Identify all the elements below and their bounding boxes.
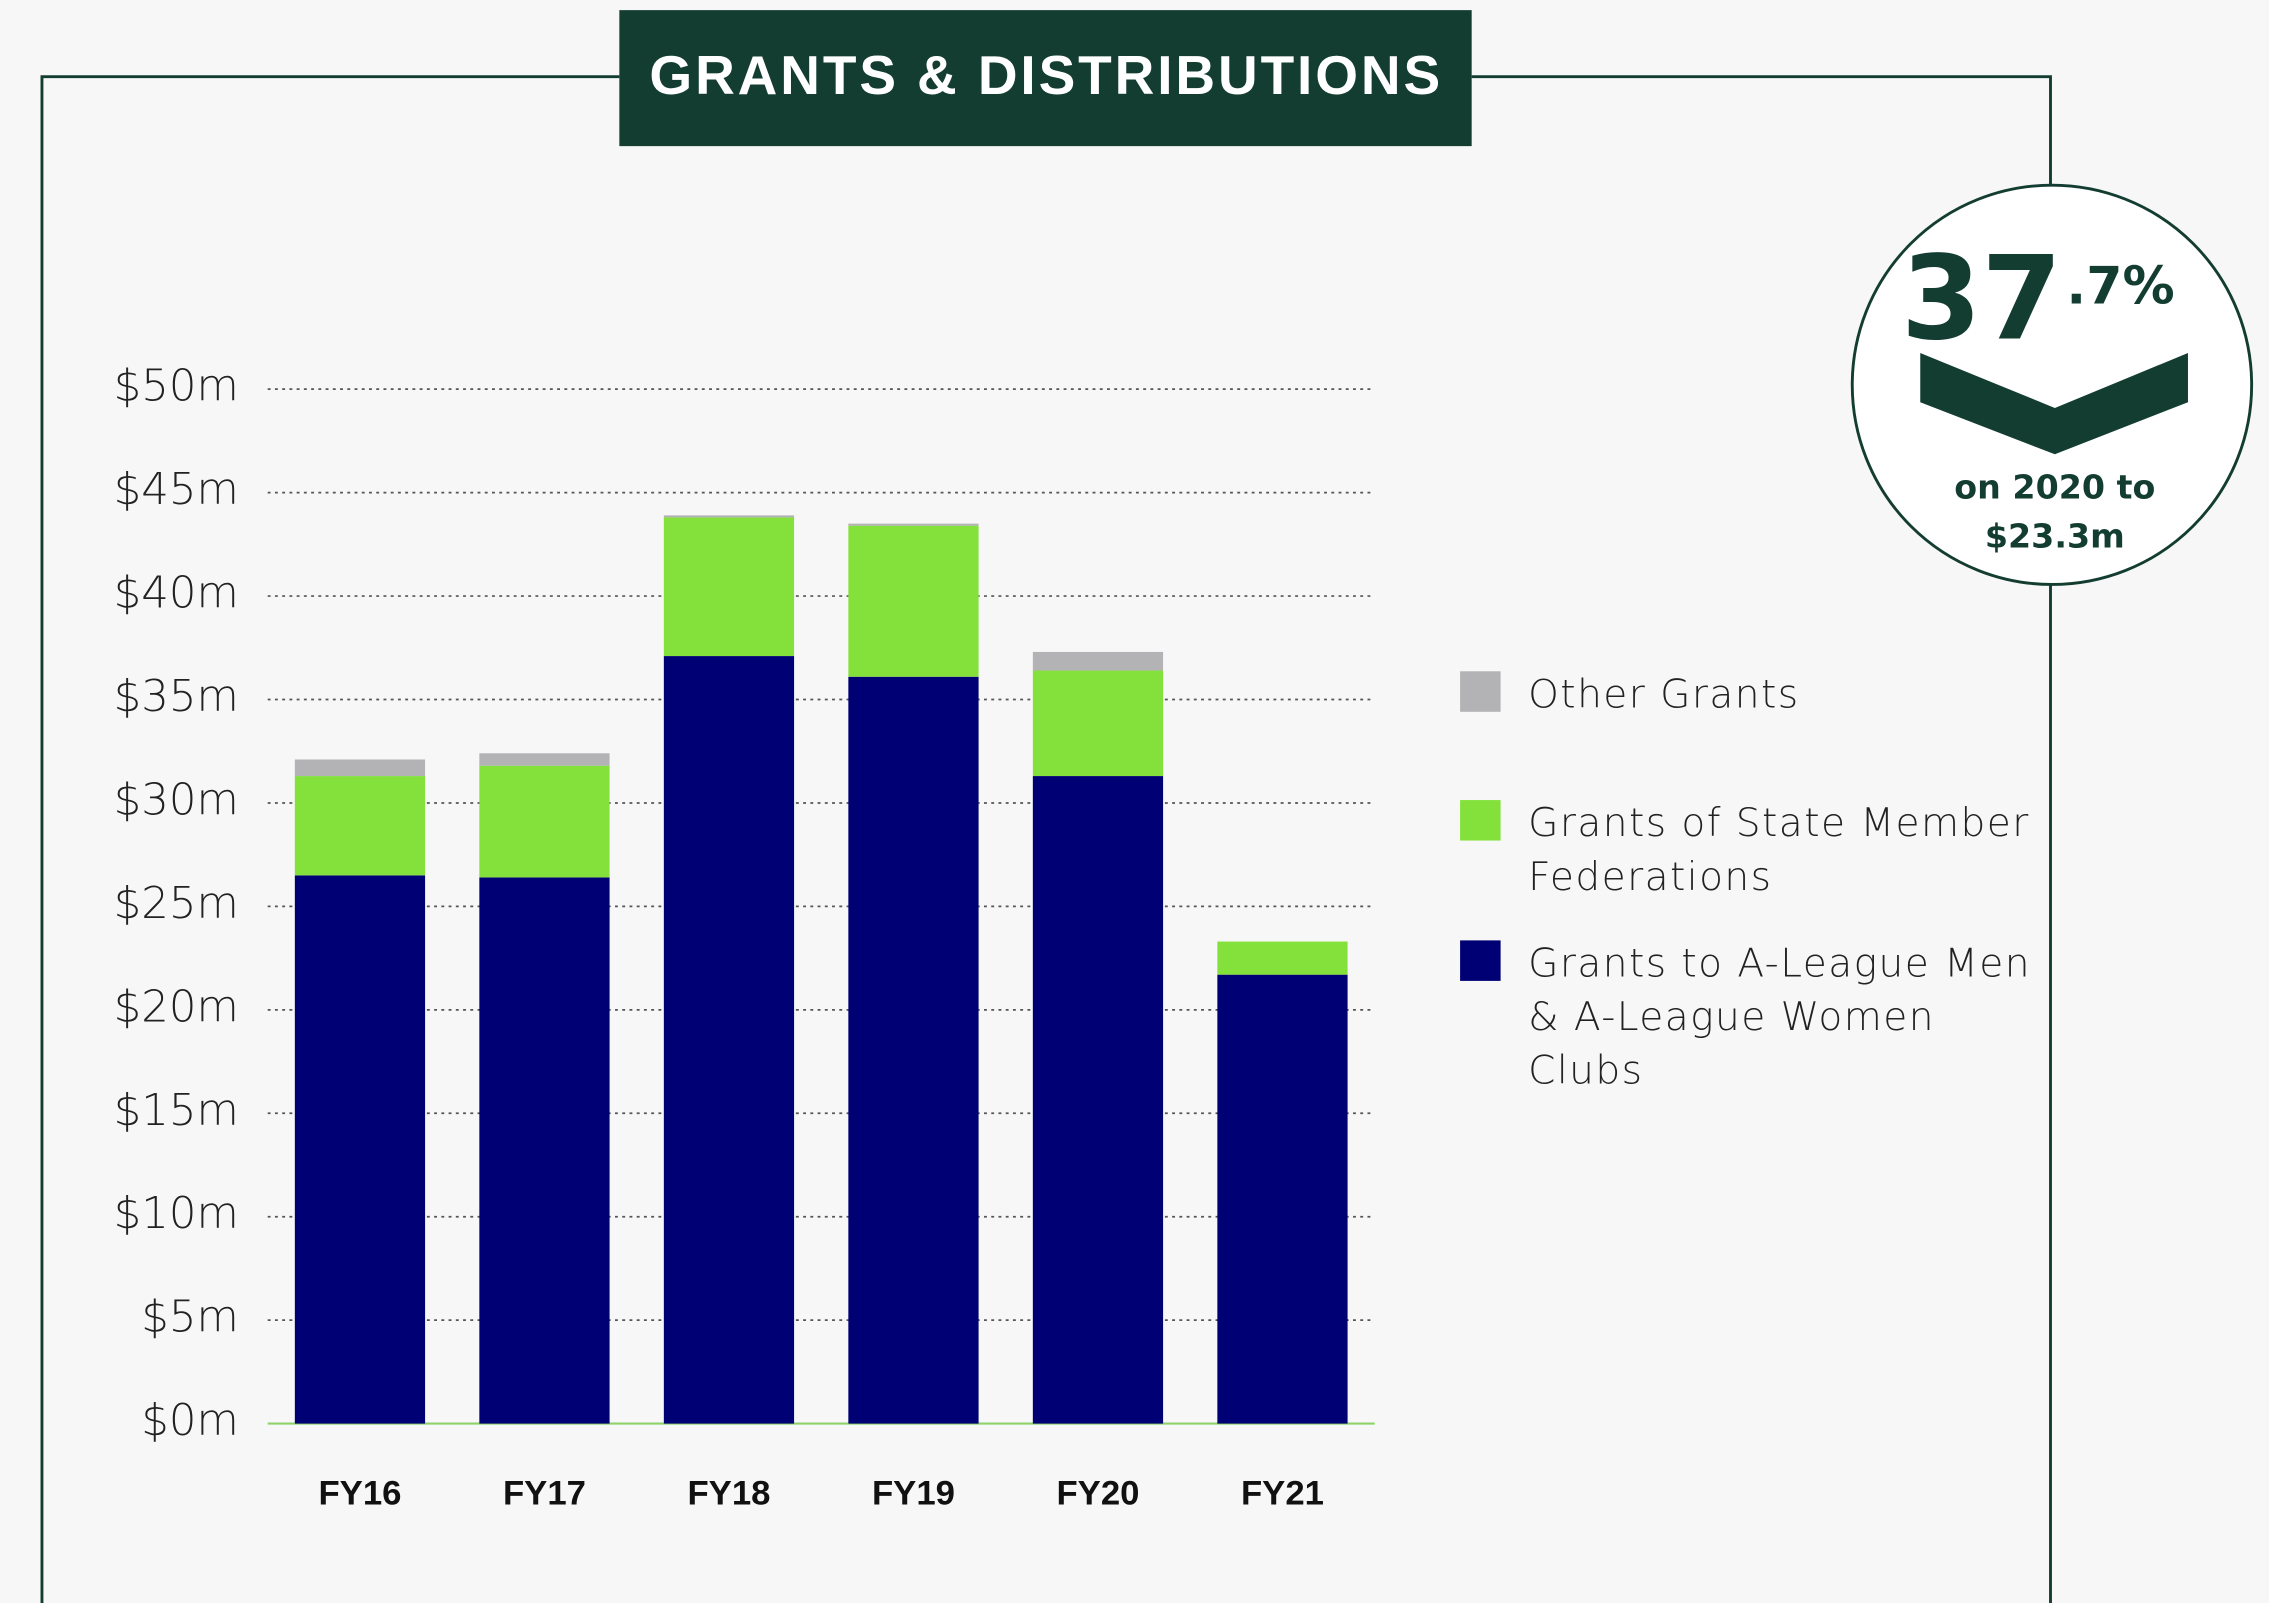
frame-right-top	[1471, 75, 2052, 186]
bar-segment	[848, 523, 979, 526]
x-tick-label: FY19	[872, 1475, 955, 1513]
callout-circle	[1850, 183, 2254, 586]
x-tick-label: FY21	[1241, 1475, 1324, 1513]
legend-swatch	[1460, 800, 1501, 841]
y-tick-label: $35m	[114, 672, 239, 722]
y-tick-label: $15m	[114, 1086, 239, 1136]
bar-segment	[479, 877, 610, 1424]
bar-segment	[848, 676, 979, 1424]
legend-label: Other Grants	[1528, 672, 1800, 718]
legend-item: Grants to A-League Men & A-League Women …	[1460, 937, 2049, 1098]
y-tick-label: $0m	[141, 1396, 238, 1446]
y-tick-label: $5m	[141, 1293, 238, 1343]
legend-label: Grants of State Member Federations	[1528, 801, 2030, 900]
frame-left	[40, 75, 620, 1603]
bar-segment	[294, 875, 426, 1424]
bar-segment	[663, 515, 795, 518]
bar-segment	[1032, 651, 1164, 671]
y-tick-label: $50m	[114, 362, 239, 412]
y-tick-label: $25m	[114, 879, 239, 929]
x-tick-label: FY16	[318, 1475, 401, 1513]
x-tick-label: FY18	[687, 1475, 770, 1513]
bar-segment	[479, 765, 610, 878]
legend-item: Other Grants	[1460, 668, 2049, 722]
title-box	[619, 10, 1472, 147]
bar-segment	[294, 759, 426, 777]
y-tick-label: $30m	[114, 775, 239, 825]
frame	[40, 75, 2052, 1603]
chart-title: GRANTS & DISTRIBUTIONS	[649, 44, 1443, 106]
legend-swatch	[1460, 671, 1501, 712]
bar-segment	[479, 753, 610, 766]
legend-label: Grants to A-League Men & A-League Women …	[1528, 941, 2031, 1094]
bar-segment	[1217, 941, 1348, 975]
x-tick-label: FY20	[1056, 1475, 1139, 1513]
callout-line1: on 2020 to	[1954, 468, 2155, 507]
bar-segment	[848, 525, 979, 677]
bar-segment	[1032, 776, 1164, 1424]
bar-segment	[294, 776, 426, 876]
legend-item: Grants of State Member Federations	[1460, 797, 2049, 904]
y-tick-label: $10m	[114, 1189, 239, 1239]
y-tick-label: $20m	[114, 982, 239, 1032]
callout-small: .7%	[2066, 256, 2174, 316]
bar-segment	[1032, 670, 1164, 777]
callout-chevron	[1920, 353, 2188, 455]
callout-big: 37	[1901, 232, 2062, 366]
y-tick-label: $45m	[114, 465, 239, 515]
x-tick-label: FY17	[503, 1475, 586, 1513]
legend-swatch	[1460, 940, 1501, 981]
bar-segment	[663, 517, 795, 657]
y-tick-label: $40m	[114, 569, 239, 619]
bar-segment	[663, 656, 795, 1424]
bar-segment	[1217, 974, 1348, 1424]
callout-line2: $23.3m	[1985, 517, 2125, 556]
